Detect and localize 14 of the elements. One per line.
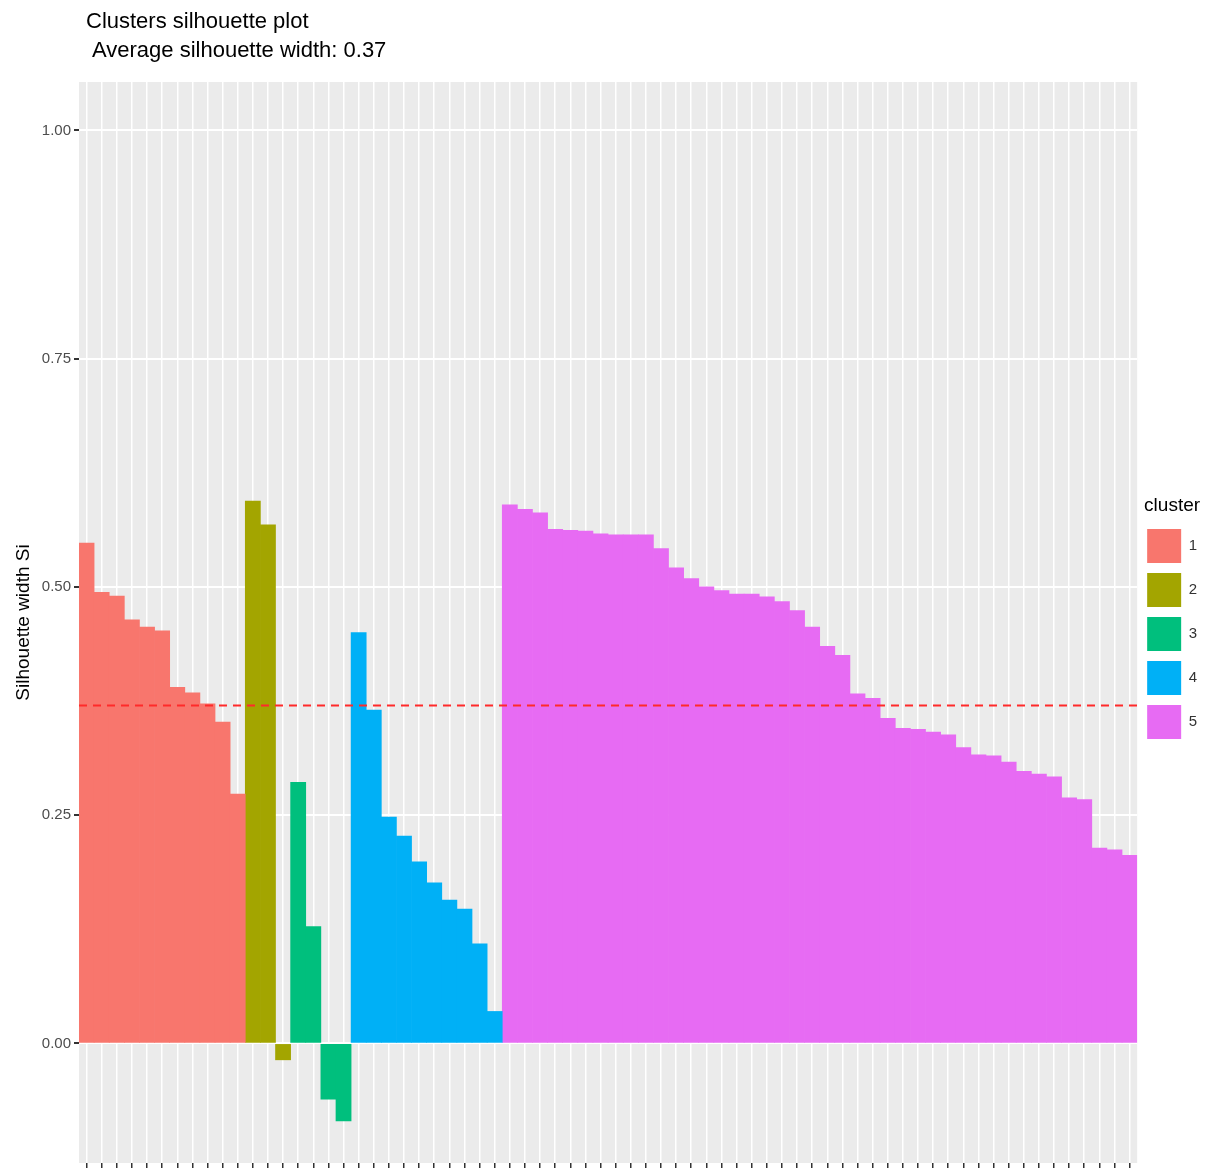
y-tick-label: 1.00 (41, 120, 71, 138)
chart-title: Clusters silhouette plot (86, 8, 309, 34)
legend-label: 5 (1188, 712, 1197, 730)
legend-title: cluster (1144, 493, 1201, 515)
legend-label: 4 (1188, 668, 1197, 686)
legend-label: 3 (1188, 624, 1197, 642)
chart-subtitle: Average silhouette width: 0.37 (92, 37, 387, 63)
y-tick-label: 0.75 (41, 348, 71, 366)
y-axis-title: Silhouette width Si (11, 544, 33, 701)
y-tick-label: 0.50 (41, 577, 71, 595)
y-tick-label: 0.25 (41, 805, 71, 823)
legend-label: 2 (1188, 580, 1197, 598)
y-tick-label: 0.00 (41, 1033, 71, 1051)
legend-label: 1 (1188, 536, 1197, 554)
